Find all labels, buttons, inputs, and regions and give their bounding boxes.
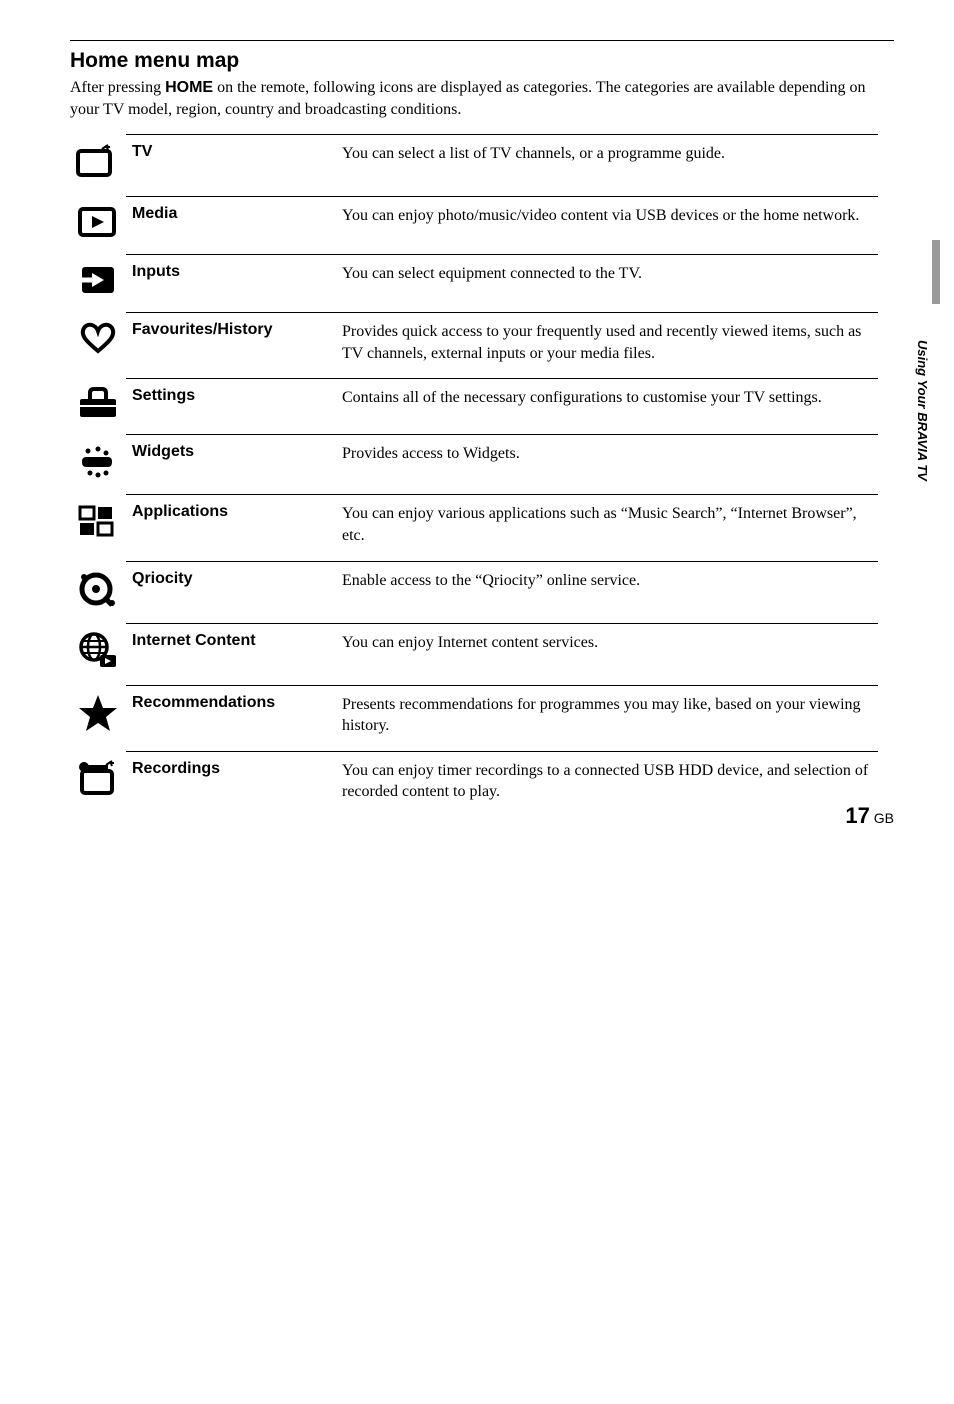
side-bar bbox=[932, 240, 940, 304]
page-number: 17 GB bbox=[845, 803, 894, 829]
icon-cell bbox=[70, 623, 126, 685]
icon-cell bbox=[70, 197, 126, 255]
icon-cell bbox=[70, 685, 126, 751]
icon-cell bbox=[70, 135, 126, 197]
table-row: Qriocity Enable access to the “Qriocity”… bbox=[70, 561, 878, 623]
row-desc: You can enjoy Internet content services. bbox=[336, 623, 878, 685]
row-desc: You can enjoy various applications such … bbox=[336, 495, 878, 561]
section-title: Home menu map bbox=[70, 49, 894, 73]
tv-icon bbox=[76, 143, 120, 183]
page-number-big: 17 bbox=[845, 803, 869, 828]
table-row: Inputs You can select equipment connecte… bbox=[70, 255, 878, 313]
globe-icon bbox=[76, 631, 120, 671]
heart-icon bbox=[76, 321, 120, 357]
qriocity-icon bbox=[76, 569, 120, 609]
table-row: Recommendations Presents recommendations… bbox=[70, 685, 878, 751]
row-label: Settings bbox=[126, 379, 336, 435]
table-row: Recordings You can enjoy timer recording… bbox=[70, 751, 878, 817]
row-label: Internet Content bbox=[126, 623, 336, 685]
row-label: Qriocity bbox=[126, 561, 336, 623]
icon-cell bbox=[70, 435, 126, 495]
toolbox-icon bbox=[76, 387, 120, 421]
row-desc: You can select equipment connected to th… bbox=[336, 255, 878, 313]
icon-cell bbox=[70, 561, 126, 623]
row-desc: Provides quick access to your frequently… bbox=[336, 313, 878, 379]
row-label: Widgets bbox=[126, 435, 336, 495]
table-row: Settings Contains all of the necessary c… bbox=[70, 379, 878, 435]
recordings-icon bbox=[76, 759, 120, 799]
icon-cell bbox=[70, 255, 126, 313]
row-label: Recordings bbox=[126, 751, 336, 817]
table-row: Applications You can enjoy various appli… bbox=[70, 495, 878, 561]
icon-cell bbox=[70, 379, 126, 435]
row-label: Recommendations bbox=[126, 685, 336, 751]
row-desc: Presents recommendations for programmes … bbox=[336, 685, 878, 751]
icon-cell bbox=[70, 313, 126, 379]
table-row: Media You can enjoy photo/music/video co… bbox=[70, 197, 878, 255]
widgets-icon bbox=[76, 443, 120, 481]
icon-cell bbox=[70, 751, 126, 817]
row-label: Favourites/History bbox=[126, 313, 336, 379]
table-row: Favourites/History Provides quick access… bbox=[70, 313, 878, 379]
intro-prefix: After pressing bbox=[70, 79, 165, 96]
row-desc: Contains all of the necessary configurat… bbox=[336, 379, 878, 435]
row-desc: You can enjoy timer recordings to a conn… bbox=[336, 751, 878, 817]
intro-home-label: HOME bbox=[165, 79, 213, 96]
menu-map-table: TV You can select a list of TV channels,… bbox=[70, 134, 878, 817]
table-row: Widgets Provides access to Widgets. bbox=[70, 435, 878, 495]
page-top-rule bbox=[70, 40, 894, 41]
page-number-suffix: GB bbox=[870, 810, 894, 826]
table-row: TV You can select a list of TV channels,… bbox=[70, 135, 878, 197]
table-row: Internet Content You can enjoy Internet … bbox=[70, 623, 878, 685]
icon-cell bbox=[70, 495, 126, 561]
media-icon bbox=[76, 205, 120, 241]
inputs-icon bbox=[76, 263, 120, 299]
row-desc: You can select a list of TV channels, or… bbox=[336, 135, 878, 197]
side-running-head: Using Your BRAVIA TV bbox=[915, 340, 930, 481]
star-icon bbox=[76, 693, 120, 733]
row-desc: Provides access to Widgets. bbox=[336, 435, 878, 495]
row-label: Applications bbox=[126, 495, 336, 561]
row-label: Media bbox=[126, 197, 336, 255]
intro-paragraph: After pressing HOME on the remote, follo… bbox=[70, 77, 894, 120]
row-label: TV bbox=[126, 135, 336, 197]
row-desc: You can enjoy photo/music/video content … bbox=[336, 197, 878, 255]
row-label: Inputs bbox=[126, 255, 336, 313]
apps-icon bbox=[76, 503, 120, 539]
row-desc: Enable access to the “Qriocity” online s… bbox=[336, 561, 878, 623]
